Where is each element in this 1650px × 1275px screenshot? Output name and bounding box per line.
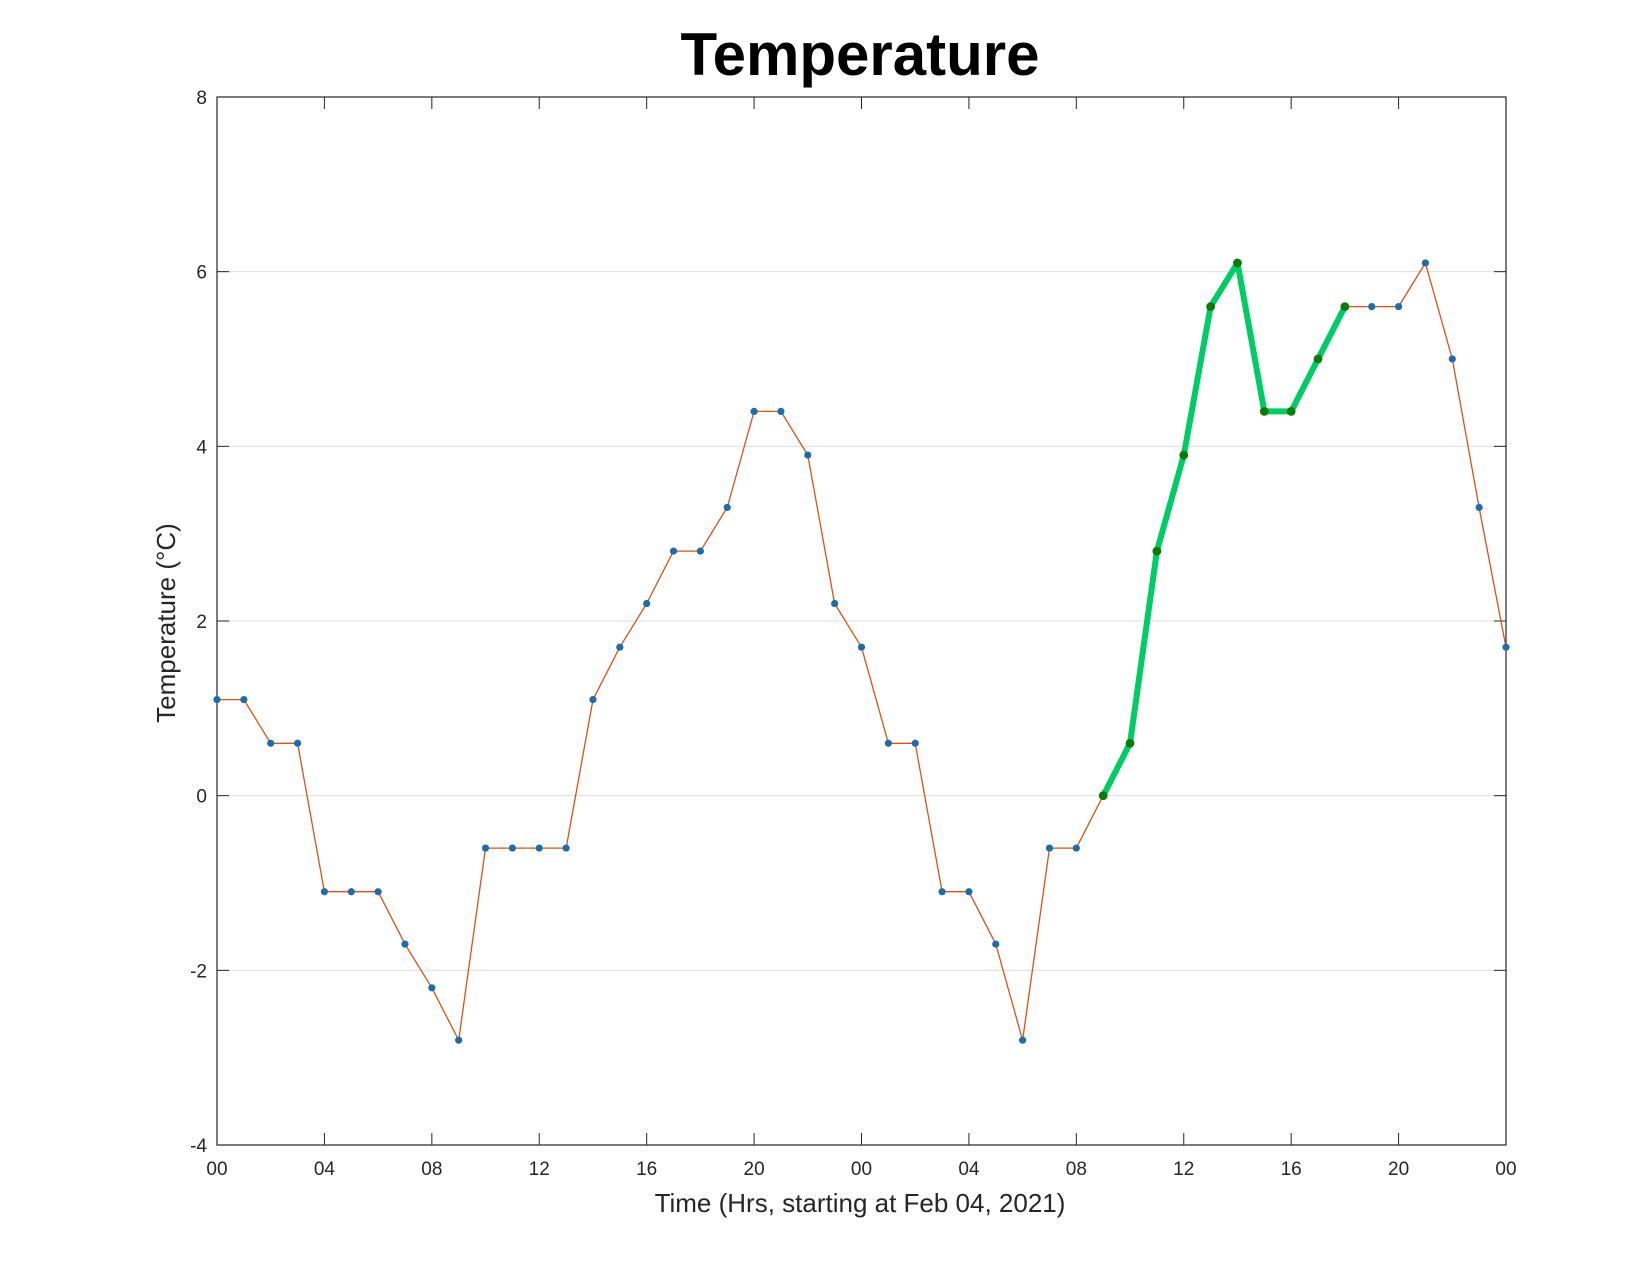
- data-point: [750, 407, 758, 415]
- y-tick-label: -4: [190, 1136, 207, 1157]
- x-tick-label: 16: [636, 1159, 657, 1180]
- data-point: [965, 888, 973, 896]
- data-point: [535, 844, 543, 852]
- data-point: [1045, 844, 1054, 852]
- highlight-point: [1286, 407, 1296, 416]
- highlight-point: [1340, 302, 1350, 311]
- data-point: [589, 696, 597, 704]
- highlight-point: [1098, 791, 1108, 801]
- x-tick-label: 08: [1066, 1159, 1087, 1180]
- data-point: [1421, 259, 1430, 267]
- data-point: [401, 940, 409, 948]
- data-point: [857, 643, 866, 651]
- grid-lines: [217, 271, 1506, 971]
- y-tick-label: 4: [196, 437, 207, 458]
- data-point: [508, 844, 516, 852]
- data-point: [938, 888, 946, 896]
- x-tick-label: 00: [1495, 1159, 1516, 1180]
- y-axis-ticks: -4 -2 0 2 4 6 8: [190, 88, 1506, 1157]
- data-point: [320, 888, 329, 896]
- x-tick-label: 08: [421, 1159, 442, 1180]
- data-point: [884, 739, 892, 747]
- data-point: [723, 503, 731, 512]
- x-tick-label: 20: [1388, 1159, 1409, 1180]
- x-tick-label: 00: [851, 1159, 872, 1180]
- chart-title: Temperature: [680, 21, 1039, 88]
- x-tick-label: 04: [314, 1159, 336, 1180]
- highlight-point: [1259, 407, 1269, 416]
- highlight-line: [1100, 259, 1348, 799]
- data-point: [1448, 355, 1456, 363]
- y-tick-label: 6: [196, 263, 207, 284]
- highlight-point: [1313, 354, 1323, 364]
- x-tick-label: 16: [1281, 1159, 1302, 1180]
- data-point: [240, 696, 248, 704]
- data-point: [213, 696, 221, 704]
- x-tick-label: 12: [529, 1159, 550, 1180]
- data-point: [428, 984, 436, 992]
- data-point: [455, 1036, 463, 1044]
- data-point: [696, 547, 704, 555]
- x-axis-ticks: 00 04 08 12 16 20 00 04 08 12 16 20 00: [206, 97, 1517, 1180]
- x-tick-label: 20: [744, 1159, 765, 1180]
- data-point: [1394, 303, 1403, 311]
- y-tick-label: 2: [196, 612, 207, 633]
- x-tick-label: 12: [1173, 1159, 1194, 1180]
- x-tick-label: 04: [958, 1159, 980, 1180]
- y-tick-label: -2: [190, 961, 207, 982]
- y-tick-label: 0: [196, 787, 207, 808]
- data-point: [911, 739, 919, 747]
- data-point: [992, 940, 1000, 948]
- highlight-point: [1125, 738, 1135, 748]
- data-point: [831, 599, 839, 608]
- y-tick-label: 8: [196, 88, 207, 109]
- data-point: [374, 888, 382, 896]
- highlight-point: [1206, 302, 1216, 311]
- data-point: [267, 739, 275, 747]
- data-point: [777, 407, 785, 415]
- data-point: [347, 888, 355, 896]
- y-axis-label: Temperature (°C): [151, 523, 181, 723]
- data-point: [1368, 303, 1376, 311]
- highlight-point: [1233, 258, 1242, 268]
- x-axis-label: Time (Hrs, starting at Feb 04, 2021): [655, 1188, 1066, 1218]
- x-tick-label: 00: [206, 1159, 227, 1180]
- data-point: [481, 844, 490, 852]
- highlight-point: [1152, 546, 1162, 556]
- data-point: [804, 451, 812, 459]
- series-group: [213, 258, 1510, 1044]
- data-point: [1502, 643, 1510, 651]
- data-point: [1475, 503, 1483, 512]
- data-point: [669, 547, 678, 555]
- data-point: [562, 844, 570, 852]
- highlight-point: [1179, 450, 1189, 460]
- data-point: [293, 739, 302, 747]
- data-point: [643, 599, 651, 608]
- data-point: [1072, 844, 1080, 852]
- data-point: [616, 643, 624, 651]
- data-point: [1019, 1036, 1027, 1044]
